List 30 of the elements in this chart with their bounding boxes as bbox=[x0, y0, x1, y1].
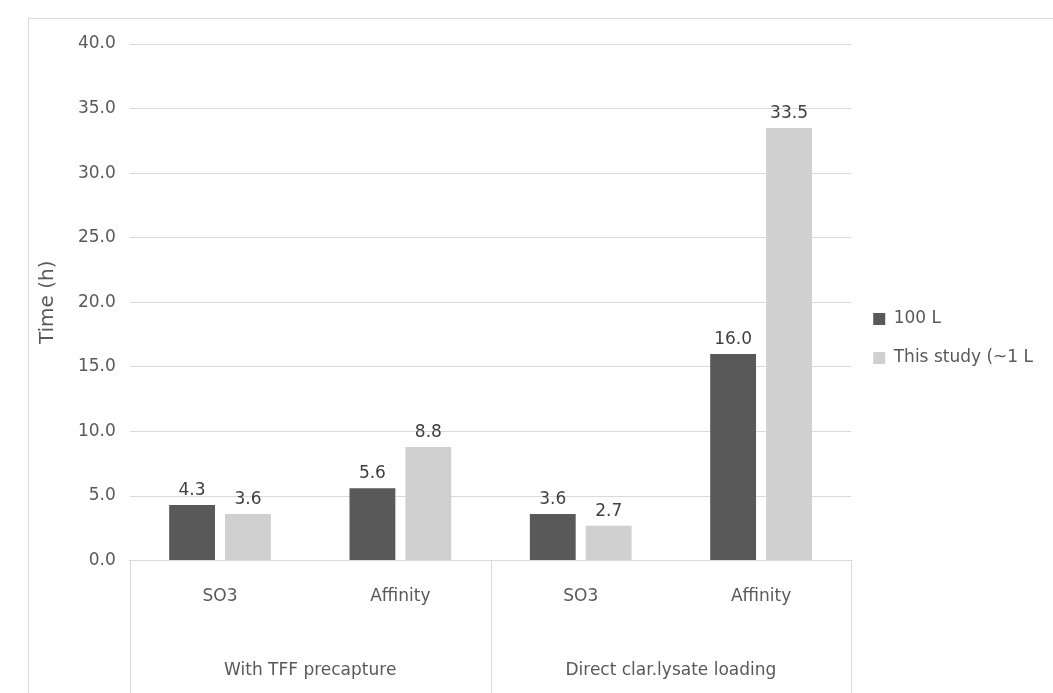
y-tick-label: 25.0 bbox=[77, 226, 116, 247]
data-label: 16.0 bbox=[714, 327, 753, 348]
x-tick-label: SO3 bbox=[563, 585, 599, 606]
y-tick-label: 20.0 bbox=[77, 290, 116, 311]
data-label: 5.6 bbox=[358, 462, 386, 483]
data-label: 8.8 bbox=[414, 420, 442, 441]
bar bbox=[710, 353, 757, 561]
text: With TFF precapture bbox=[224, 659, 397, 680]
y-axis-title: Time (h) bbox=[34, 260, 59, 346]
y-tick-label: 40.0 bbox=[77, 32, 116, 53]
data-label: 4.3 bbox=[178, 478, 206, 499]
y-tick-label: 30.0 bbox=[77, 161, 116, 182]
bar bbox=[169, 505, 215, 561]
data-label: 2.7 bbox=[595, 499, 623, 520]
data-label: 3.6 bbox=[539, 488, 567, 509]
text: Direct clar.lysate loading bbox=[565, 659, 777, 680]
y-tick-label: 35.0 bbox=[77, 97, 116, 117]
y-tick-label: 15.0 bbox=[77, 355, 116, 376]
x-tick-label: SO3 bbox=[202, 585, 238, 606]
legend-label: This study (~1 L bbox=[892, 346, 1034, 367]
y-tick-label: 10.0 bbox=[77, 419, 116, 440]
bar bbox=[529, 514, 576, 561]
y-tick-label: 0.0 bbox=[88, 549, 116, 570]
y-tick-label: 5.0 bbox=[88, 484, 116, 505]
legend-label: 100 L bbox=[893, 307, 942, 328]
x-tick-label: Affinity bbox=[370, 585, 431, 606]
data-label: 33.5 bbox=[770, 101, 808, 122]
data-label: 3.6 bbox=[234, 488, 262, 509]
bar bbox=[349, 488, 396, 561]
x-tick-label: Affinity bbox=[730, 585, 792, 606]
